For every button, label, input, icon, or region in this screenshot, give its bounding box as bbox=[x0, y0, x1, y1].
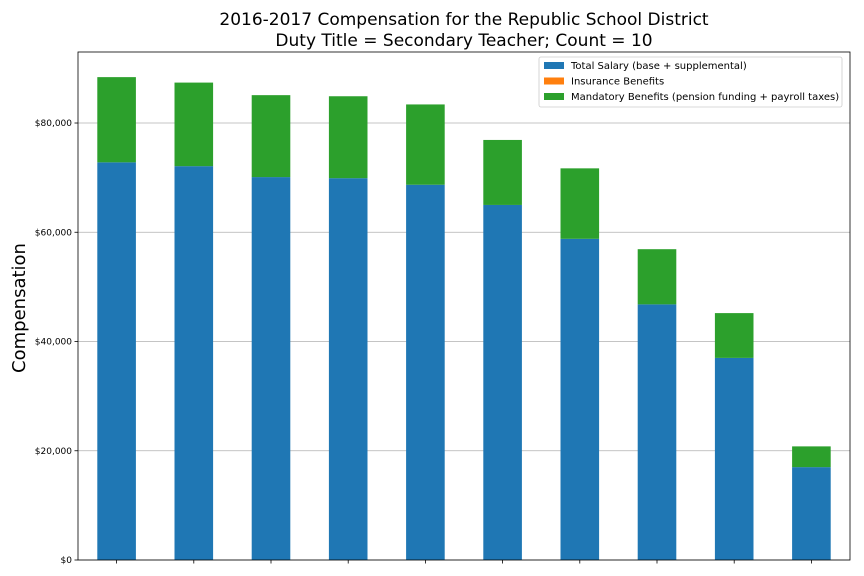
bar-segment bbox=[637, 304, 677, 560]
y-tick-label: $0 bbox=[61, 556, 73, 566]
bar-segment bbox=[406, 104, 445, 185]
y-tick-label: $60,000 bbox=[35, 228, 72, 238]
legend-entry: Mandatory Benefits (pension funding + pa… bbox=[571, 92, 839, 103]
bar-segment bbox=[792, 446, 831, 468]
bar-segment bbox=[483, 204, 522, 561]
bar-segment bbox=[637, 249, 677, 305]
bar-segment bbox=[251, 177, 291, 560]
bar-segment bbox=[483, 139, 522, 205]
bar-segment bbox=[328, 178, 368, 560]
axes-frame bbox=[77, 51, 851, 561]
bars bbox=[97, 77, 831, 561]
bar-segment bbox=[714, 313, 754, 358]
legend: Total Salary (base + supplemental) Insura… bbox=[538, 56, 843, 108]
bar-segment bbox=[174, 166, 214, 560]
bar-segment bbox=[714, 357, 754, 560]
legend-box bbox=[538, 56, 843, 108]
y-tick-label: $80,000 bbox=[35, 119, 72, 129]
bar-segment bbox=[560, 238, 600, 560]
bar-segment bbox=[560, 168, 600, 239]
chart-subtitle: Duty Title = Secondary Teacher; Count = … bbox=[275, 31, 652, 51]
legend-swatch bbox=[544, 77, 564, 85]
bar-segment bbox=[97, 77, 136, 163]
legend-swatch bbox=[544, 93, 564, 100]
y-axis-label: Compensation bbox=[9, 243, 30, 373]
legend-entry: Total Salary (base + supplemental) bbox=[570, 61, 747, 72]
chart-title: 2016-2017 Compensation for the Republic … bbox=[219, 10, 709, 30]
bar-segment bbox=[328, 96, 368, 179]
bar-segment bbox=[174, 82, 214, 167]
legend-swatch bbox=[544, 62, 564, 69]
bar-segment bbox=[406, 184, 445, 561]
bar-segment bbox=[97, 162, 136, 560]
axes bbox=[77, 51, 851, 561]
y-tick-label: $20,000 bbox=[35, 447, 72, 457]
ticks: $0 $20,000 $40,000 $60,000 $80,000 bbox=[35, 119, 812, 566]
legend-entry: Insurance Benefits bbox=[571, 77, 664, 88]
bar-segment bbox=[792, 467, 831, 560]
bar-segment bbox=[251, 95, 291, 178]
y-tick-label: $40,000 bbox=[35, 338, 72, 348]
